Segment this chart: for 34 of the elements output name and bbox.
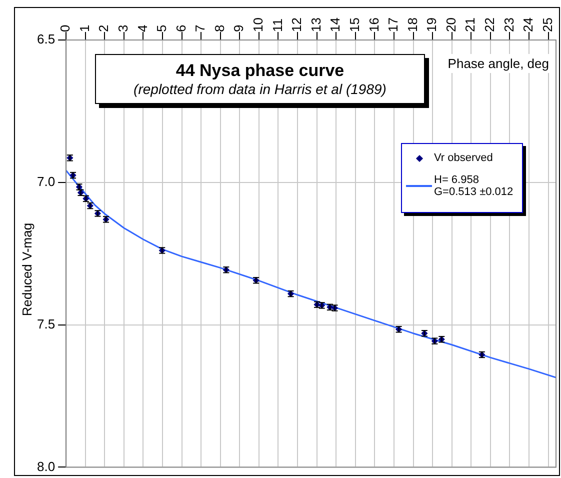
- x-tick-label: 3: [116, 24, 131, 32]
- x-tick-label: 24: [520, 18, 536, 32]
- x-tick-label: 15: [346, 18, 362, 32]
- x-tick-label: 12: [289, 18, 304, 32]
- legend-label: H= 6.958 G=0.513 ±0.012: [434, 174, 514, 198]
- x-tick-label: 13: [308, 18, 324, 32]
- x-tick-label: 1: [76, 24, 92, 32]
- x-tick-label: 0: [58, 24, 73, 32]
- x-tick-label: 4: [134, 24, 150, 32]
- x-tick-label: 18: [404, 18, 420, 32]
- x-tick-label: 23: [501, 18, 516, 32]
- x-tick-label: 25: [540, 18, 555, 32]
- y-tick-label: 7.5: [36, 316, 56, 332]
- x-tick-label: 21: [462, 18, 478, 32]
- x-tick-label: 17: [386, 18, 401, 32]
- y-tick-label: 8.0: [36, 458, 56, 474]
- y-tick-label: 7.0: [36, 174, 56, 189]
- x-tick-label: 22: [482, 18, 497, 32]
- legend-label: Vr observed: [434, 152, 493, 164]
- x-tick-label: 6: [173, 24, 188, 32]
- x-tick-label: 16: [366, 18, 382, 32]
- x-tick-label: 19: [424, 18, 440, 32]
- x-tick-label: 14: [328, 18, 343, 32]
- x-tick-label: 9: [231, 24, 246, 32]
- y-axis-title: Reduced V-mag: [20, 222, 34, 318]
- x-tick-label: 5: [154, 24, 170, 32]
- y-tick-label: 6.5: [36, 32, 56, 47]
- x-tick-label: 7: [192, 24, 208, 32]
- x-tick-label: 20: [443, 18, 458, 32]
- x-tick-label: 10: [250, 18, 266, 32]
- x-tick-label: 2: [96, 24, 112, 32]
- x-axis-title: Phase angle, deg: [446, 54, 551, 73]
- x-tick-label: 8: [212, 24, 227, 32]
- x-tick-label: 11: [270, 18, 285, 32]
